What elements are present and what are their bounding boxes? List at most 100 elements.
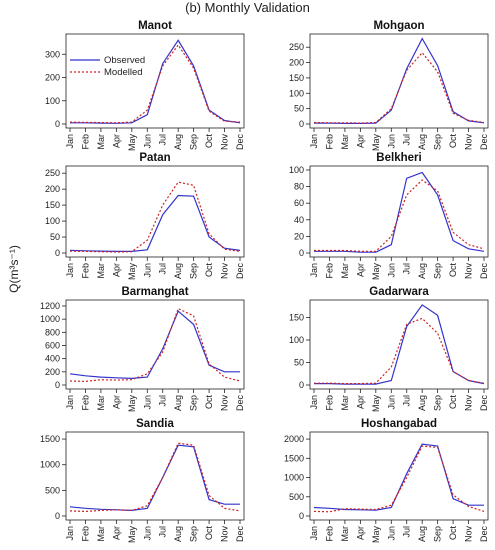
x-tick-label: Jul (402, 134, 412, 146)
x-tick-label: Feb (324, 526, 334, 542)
y-tick-label: 100 (289, 88, 304, 98)
x-tick-label: Nov (464, 134, 474, 151)
x-tick-label: Dec (235, 395, 245, 412)
y-tick-label: 200 (45, 367, 60, 377)
x-tick-label: Sep (433, 263, 443, 279)
x-tick-label: Mar (96, 526, 106, 542)
x-tick-label: Mar (340, 134, 350, 150)
x-tick-label: May (127, 263, 137, 281)
x-tick-label: May (371, 134, 381, 152)
y-tick-label: 80 (294, 182, 304, 192)
x-tick-label: Aug (173, 263, 183, 279)
y-tick-label: 40 (294, 215, 304, 225)
x-tick-label: May (127, 526, 137, 544)
panel-title: Hoshangabad (361, 418, 437, 430)
series-line-observed (314, 171, 485, 253)
x-tick-label: Oct (204, 134, 214, 149)
x-tick-label: Feb (324, 395, 334, 411)
y-tick-label: 1000 (40, 314, 60, 324)
x-tick-label: Mar (96, 395, 106, 411)
x-tick-label: Dec (479, 395, 489, 412)
y-tick-label: 150 (289, 313, 304, 323)
x-tick-label: Sep (189, 526, 199, 542)
x-tick-label: Sep (433, 134, 443, 150)
x-tick-label: Feb (80, 134, 90, 150)
x-tick-label: Nov (220, 526, 230, 543)
x-tick-label: Nov (464, 263, 474, 280)
legend-label-modelled: Modelled (104, 67, 143, 78)
y-tick-label: 1000 (40, 460, 60, 470)
x-tick-label: Nov (464, 526, 474, 543)
y-tick-label: 0 (299, 380, 304, 390)
y-tick-label: 0 (55, 248, 60, 258)
series-line-observed (70, 39, 241, 124)
x-tick-label: Oct (448, 134, 458, 149)
legend-label-observed: Observed (104, 55, 145, 66)
x-tick-label: Jun (386, 134, 396, 149)
y-tick-label: 400 (45, 354, 60, 364)
x-tick-label: Oct (448, 395, 458, 410)
x-tick-label: Feb (324, 134, 334, 150)
x-tick-label: Jun (142, 134, 152, 149)
x-tick-label: Jul (402, 526, 412, 538)
x-tick-label: May (371, 526, 381, 544)
y-tick-label: 50 (50, 232, 60, 242)
panel-title: Gadarwara (369, 286, 429, 298)
plot-frame (65, 299, 245, 390)
x-tick-label: Apr (111, 395, 121, 409)
x-tick-label: Jul (402, 395, 412, 407)
panel-gadarwara: Gadarwara 0 50 100 150 Jan Feb Mar Apr May Jun Jul A… (289, 286, 489, 412)
y-tick-label: 100 (45, 216, 60, 226)
y-tick-label: 50 (294, 358, 304, 368)
x-tick-label: Feb (80, 526, 90, 542)
y-tick-label: 1500 (284, 453, 304, 463)
y-tick-label: 200 (45, 73, 60, 83)
series-line-modelled (69, 181, 241, 253)
x-tick-label: Jun (142, 526, 152, 541)
x-tick-label: Jan (65, 263, 75, 278)
plot-frame (65, 431, 245, 521)
series-line-modelled (313, 51, 485, 124)
y-tick-label: 250 (45, 168, 60, 178)
x-tick-label: Jan (309, 395, 319, 410)
x-tick-label: Jan (65, 134, 75, 149)
x-tick-label: Jul (158, 263, 168, 275)
y-tick-label: 500 (45, 485, 60, 495)
series-line-modelled (314, 179, 485, 252)
plot-frame (65, 33, 245, 129)
x-tick-label: Sep (189, 395, 199, 411)
x-tick-label: Oct (204, 395, 214, 410)
panel-title: Sandia (136, 418, 174, 430)
x-tick-label: Dec (479, 134, 489, 151)
y-tick-label: 300 (45, 49, 60, 59)
x-tick-label: Jul (402, 263, 412, 275)
x-tick-label: Oct (448, 263, 458, 278)
x-tick-label: Aug (173, 134, 183, 150)
y-tick-label: 150 (289, 73, 304, 83)
x-tick-label: Jun (386, 526, 396, 541)
x-tick-label: Apr (355, 263, 365, 277)
y-tick-label: 0 (55, 119, 60, 129)
x-tick-label: Apr (111, 526, 121, 540)
y-tick-label: 200 (45, 184, 60, 194)
x-tick-label: Apr (355, 526, 365, 540)
x-tick-label: Mar (340, 263, 350, 279)
y-tick-label: 200 (289, 58, 304, 68)
y-tick-label: 0 (299, 119, 304, 129)
series-line-modelled (69, 43, 241, 124)
x-tick-label: Feb (324, 263, 334, 279)
x-tick-label: Aug (173, 395, 183, 411)
y-tick-label: 0 (55, 511, 60, 521)
x-tick-label: Sep (433, 395, 443, 411)
panel-title: Manot (138, 20, 172, 32)
x-tick-label: Nov (220, 263, 230, 280)
figure-title: (b) Monthly Validation (185, 0, 310, 15)
x-tick-label: Nov (464, 395, 474, 412)
series-line-observed (69, 310, 240, 380)
x-tick-label: Sep (189, 134, 199, 150)
series-line-observed (69, 444, 240, 512)
y-tick-label: 800 (45, 327, 60, 337)
x-tick-label: Jul (158, 134, 168, 146)
